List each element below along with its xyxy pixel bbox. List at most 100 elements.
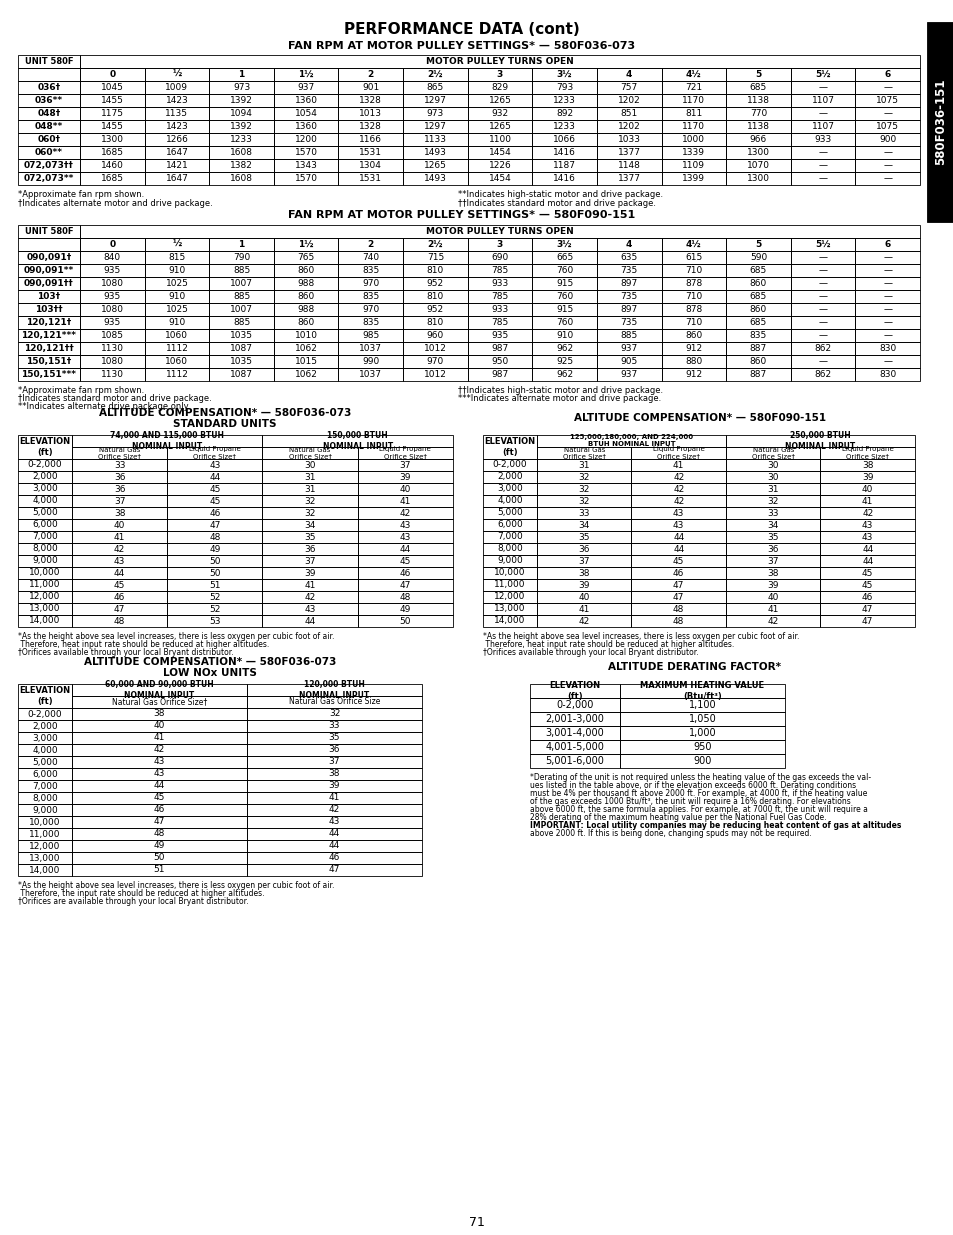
- Text: Natural Gas
Orifice Size†: Natural Gas Orifice Size†: [98, 447, 141, 459]
- Text: Therefore, heat input rate should be reduced at higher altitudes.: Therefore, heat input rate should be red…: [18, 640, 269, 650]
- Text: 1170: 1170: [681, 122, 704, 131]
- Text: 2,000: 2,000: [32, 473, 58, 482]
- Text: *Derating of the unit is not required unless the heating value of the gas exceed: *Derating of the unit is not required un…: [530, 773, 870, 782]
- Bar: [71, 603, 167, 615]
- Text: 42: 42: [862, 509, 872, 517]
- Bar: [725, 368, 790, 382]
- Bar: [820, 592, 914, 603]
- Text: 1100: 1100: [488, 135, 511, 144]
- Text: 1343: 1343: [294, 161, 317, 170]
- Text: 685: 685: [749, 291, 766, 301]
- Bar: [855, 107, 919, 120]
- Bar: [660, 172, 725, 185]
- Bar: [482, 555, 537, 567]
- Text: 36: 36: [578, 545, 589, 553]
- Text: 35: 35: [329, 734, 340, 742]
- Text: 885: 885: [620, 331, 638, 340]
- Text: —: —: [882, 305, 891, 314]
- Text: 735: 735: [620, 317, 638, 327]
- Bar: [660, 290, 725, 303]
- Text: FAN RPM AT MOTOR PULLEY SETTINGS* — 580F090-151: FAN RPM AT MOTOR PULLEY SETTINGS* — 580F…: [288, 210, 635, 220]
- Text: 41: 41: [767, 604, 778, 614]
- Bar: [725, 543, 820, 555]
- Bar: [820, 471, 914, 483]
- Text: 47: 47: [329, 866, 340, 874]
- Text: 1377: 1377: [618, 174, 640, 183]
- Bar: [338, 251, 403, 264]
- Text: 685: 685: [749, 266, 766, 275]
- Text: 31: 31: [767, 484, 779, 494]
- Text: 935: 935: [104, 317, 121, 327]
- Bar: [790, 368, 855, 382]
- Text: 44: 44: [862, 545, 872, 553]
- Text: 50: 50: [209, 568, 220, 578]
- Text: —: —: [818, 109, 826, 119]
- Text: 1570: 1570: [294, 148, 317, 157]
- Bar: [145, 303, 209, 316]
- Text: 43: 43: [209, 461, 220, 469]
- Text: 103††: 103††: [35, 305, 63, 314]
- Bar: [262, 543, 357, 555]
- Text: 952: 952: [426, 305, 443, 314]
- Bar: [262, 447, 357, 459]
- Text: 892: 892: [556, 109, 573, 119]
- Text: 38: 38: [153, 709, 165, 719]
- Text: 1,050: 1,050: [688, 714, 716, 724]
- Text: 12,000: 12,000: [494, 593, 525, 601]
- Text: 1300: 1300: [746, 148, 769, 157]
- Bar: [338, 120, 403, 133]
- Text: 43: 43: [673, 509, 683, 517]
- Bar: [660, 277, 725, 290]
- Text: 1454: 1454: [488, 148, 511, 157]
- Bar: [274, 264, 338, 277]
- Bar: [338, 354, 403, 368]
- Bar: [725, 251, 790, 264]
- Bar: [537, 579, 631, 592]
- Bar: [338, 82, 403, 94]
- Bar: [820, 543, 914, 555]
- Text: 4: 4: [625, 70, 632, 79]
- Text: 1138: 1138: [746, 96, 769, 105]
- Bar: [167, 555, 262, 567]
- Text: 933: 933: [491, 305, 508, 314]
- Bar: [167, 495, 262, 508]
- Text: 103†: 103†: [37, 291, 60, 301]
- Text: 49: 49: [209, 545, 220, 553]
- Text: —: —: [818, 266, 826, 275]
- Bar: [338, 368, 403, 382]
- Text: 887: 887: [749, 370, 766, 379]
- Text: 1399: 1399: [681, 174, 704, 183]
- Bar: [482, 519, 537, 531]
- Bar: [18, 495, 71, 508]
- Bar: [467, 133, 532, 146]
- Text: 3,000: 3,000: [32, 484, 58, 494]
- Bar: [403, 133, 467, 146]
- Bar: [274, 290, 338, 303]
- Bar: [18, 827, 71, 840]
- Text: 690: 690: [491, 253, 508, 262]
- Text: 785: 785: [491, 317, 508, 327]
- Bar: [18, 316, 80, 329]
- Text: 1012: 1012: [423, 345, 446, 353]
- Bar: [619, 684, 784, 698]
- Bar: [926, 22, 953, 222]
- Text: 900: 900: [878, 135, 896, 144]
- Bar: [247, 816, 421, 827]
- Text: 32: 32: [767, 496, 778, 505]
- Text: 5: 5: [755, 70, 760, 79]
- Bar: [145, 290, 209, 303]
- Text: 120,121††: 120,121††: [24, 345, 73, 353]
- Text: ††Indicates high-static motor and drive package.: ††Indicates high-static motor and drive …: [457, 387, 662, 395]
- Text: ***Indicates alternate motor and drive package.: ***Indicates alternate motor and drive p…: [457, 394, 660, 403]
- Bar: [145, 120, 209, 133]
- Bar: [80, 303, 145, 316]
- Text: 1392: 1392: [230, 122, 253, 131]
- Bar: [247, 697, 421, 708]
- Bar: [631, 592, 725, 603]
- Bar: [467, 290, 532, 303]
- Text: 1025: 1025: [165, 279, 188, 288]
- Text: 966: 966: [749, 135, 766, 144]
- Bar: [725, 120, 790, 133]
- Text: 47: 47: [862, 604, 873, 614]
- Bar: [274, 172, 338, 185]
